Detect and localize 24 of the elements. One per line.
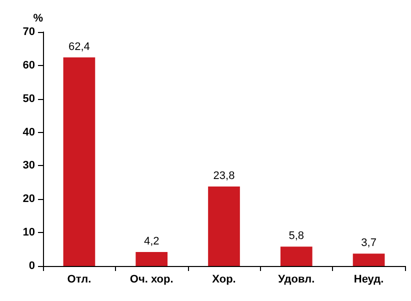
- y-tick-label: 50: [22, 92, 35, 105]
- bar: [352, 254, 385, 266]
- y-tick-label: 30: [22, 160, 35, 172]
- x-tick-label: Отл.: [67, 274, 92, 286]
- x-tick-label: Удовл.: [278, 274, 315, 286]
- y-tick-label: 70: [22, 26, 35, 38]
- bar: [136, 252, 168, 266]
- bar: [208, 186, 240, 266]
- y-axis-title: %: [33, 12, 44, 24]
- data-label: 4,2: [144, 235, 160, 248]
- x-tick-label: Хор.: [212, 274, 236, 286]
- y-tick-label: 40: [22, 126, 35, 138]
- data-label: 23,8: [213, 170, 235, 182]
- data-label: 3,7: [361, 237, 376, 250]
- x-tick-label: Оч. хор.: [130, 274, 174, 286]
- bar: [280, 246, 312, 266]
- y-tick-label: 10: [22, 226, 35, 239]
- bar: [63, 57, 96, 266]
- data-label: 62,4: [68, 40, 90, 53]
- y-tick-label: 20: [22, 193, 35, 206]
- data-label: 5,8: [288, 230, 304, 242]
- y-tick-label: 60: [22, 59, 35, 72]
- x-tick-label: Неуд.: [354, 274, 384, 286]
- y-tick-label: 0: [28, 260, 35, 272]
